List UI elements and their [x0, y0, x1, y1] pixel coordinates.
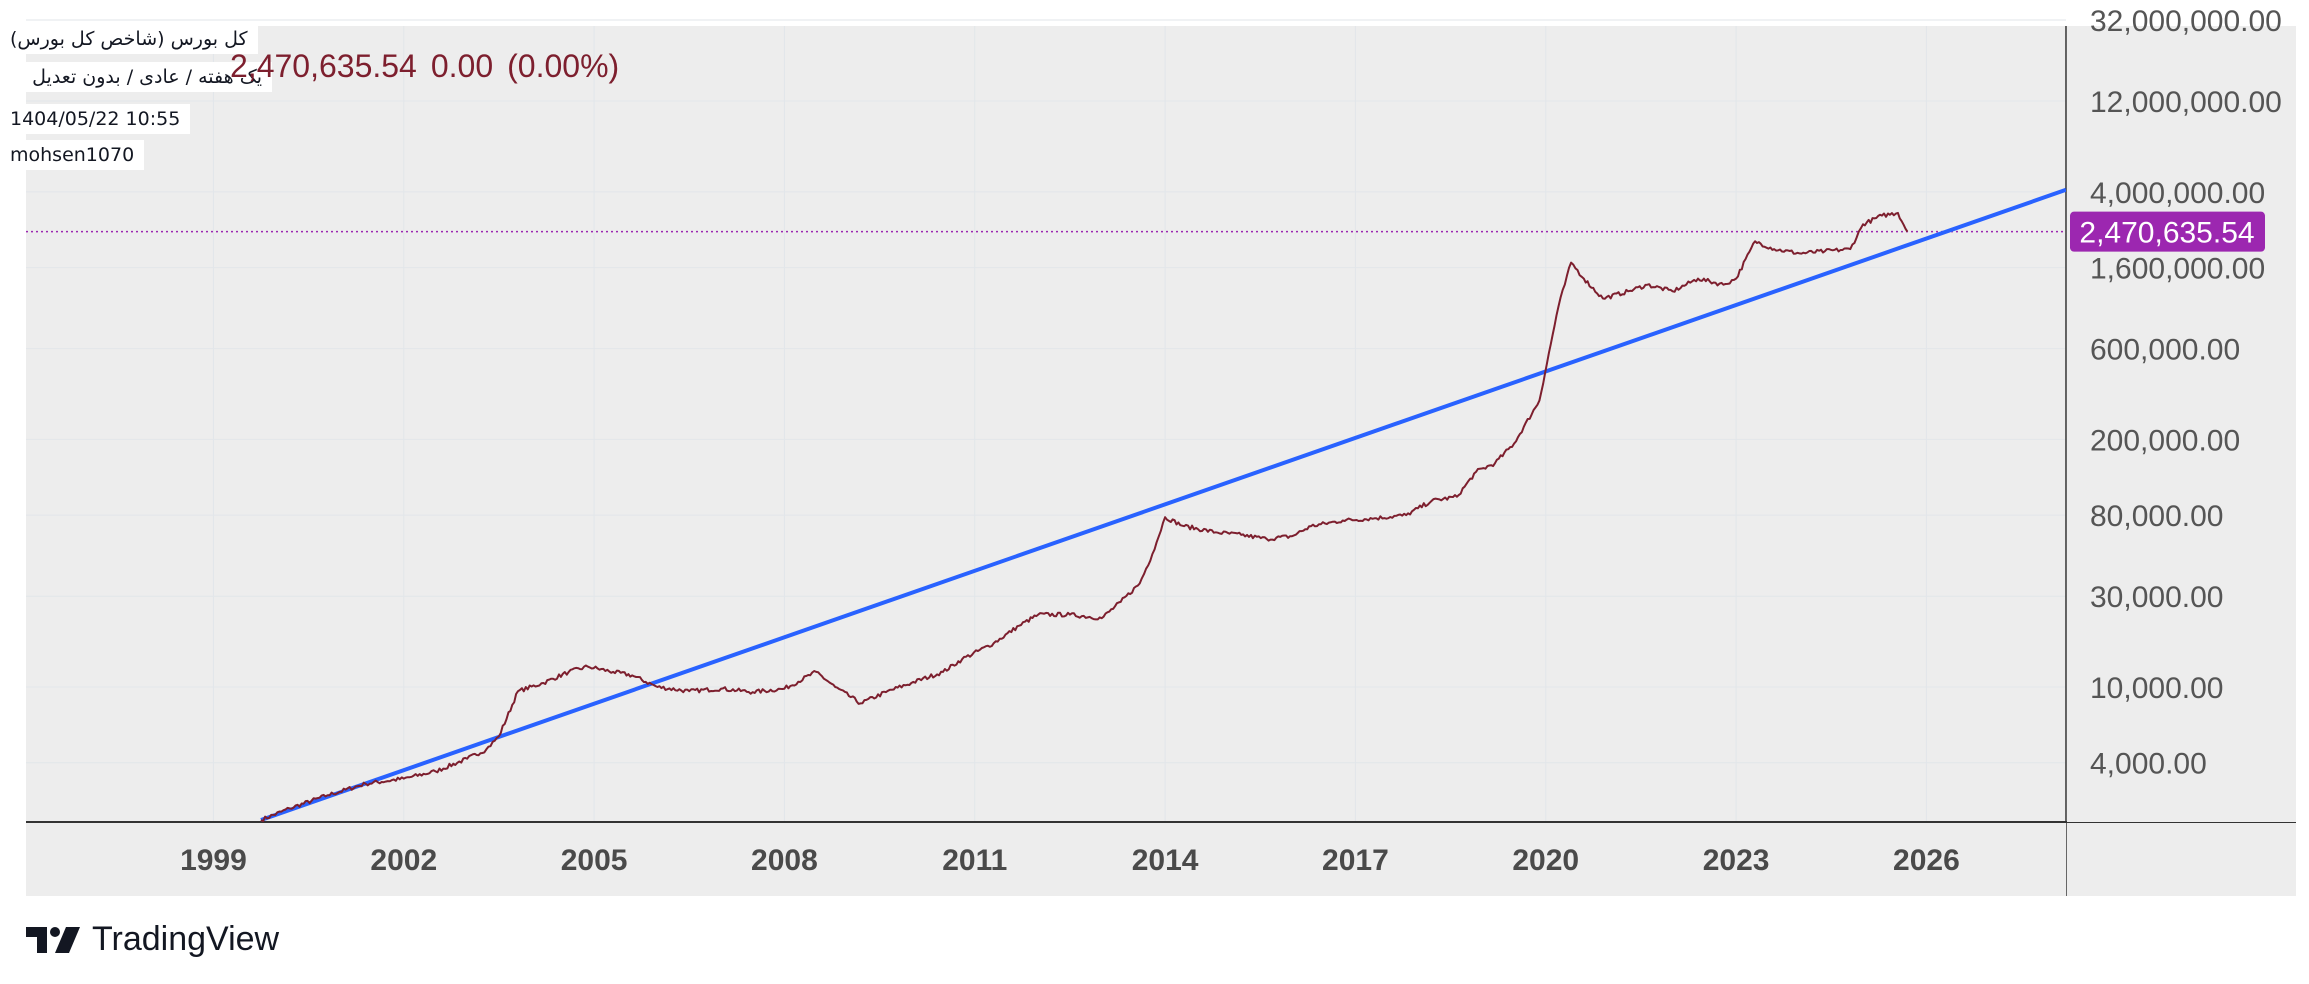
price-header: 2,470,635.54 0.00 (0.00%): [230, 48, 633, 85]
x-tick-label-0: 1999: [180, 844, 247, 877]
x-tick-label-7: 2020: [1512, 844, 1579, 877]
y-tick-label-0: 32,000,000.00: [2090, 5, 2282, 38]
trend-line[interactable]: [260, 187, 2066, 822]
last-price-label-bg: [2070, 211, 2265, 252]
y-tick-label-6: 80,000.00: [2090, 500, 2223, 533]
time-axis-panel[interactable]: [26, 823, 2066, 896]
datetime-label: 1404/05/22 10:55: [0, 104, 191, 134]
y-tick-label-7: 30,000.00: [2090, 581, 2223, 614]
y-tick-label-3: 1,600,000.00: [2090, 253, 2265, 286]
tradingview-logo-text: TradingView: [92, 920, 280, 958]
plot-area[interactable]: [26, 26, 2066, 822]
price-series-line[interactable]: [260, 211, 1909, 822]
last-price-label: 2,470,635.54: [2079, 217, 2254, 250]
tradingview-logo[interactable]: TradingView: [26, 920, 279, 959]
x-tick-label-5: 2014: [1132, 844, 1199, 877]
x-tick-label-9: 2026: [1893, 844, 1960, 877]
interval-label: یک هفته / عادی / بدون تعدیل: [0, 62, 272, 92]
symbol-title: کل بورس (شاخص کل بورس): [0, 24, 258, 54]
price-axis: 32,000,000.00 12,000,000.00 4,000,000.00 1,…: [2090, 5, 2282, 781]
tradingview-logo-icon: [26, 926, 80, 953]
last-price-value: 2,470,635.54: [230, 48, 417, 84]
y-tick-label-4: 600,000.00: [2090, 334, 2240, 367]
price-change-percent: (0.00%): [507, 48, 620, 84]
price-axis-panel[interactable]: [2067, 26, 2296, 822]
x-tick-label-6: 2017: [1322, 844, 1389, 877]
x-tick-label-8: 2023: [1703, 844, 1770, 877]
price-change: 0.00: [430, 48, 494, 84]
author-label: mohsen1070: [0, 140, 145, 170]
y-tick-label-2: 4,000,000.00: [2090, 177, 2265, 210]
y-tick-label-1: 12,000,000.00: [2090, 86, 2282, 119]
series-layer: [26, 187, 2066, 822]
x-tick-label-1: 2002: [370, 844, 437, 877]
time-axis: 1999 2002 2005 2008 2011 2014 2017 2020 2023 2026: [180, 844, 1960, 877]
corner-panel: [2067, 823, 2296, 896]
last-price-marker: 2,470,635.54: [2070, 211, 2265, 252]
x-tick-label-3: 2008: [751, 844, 818, 877]
y-tick-label-5: 200,000.00: [2090, 424, 2240, 457]
x-tick-label-4: 2011: [942, 844, 1007, 877]
y-tick-label-8: 10,000.00: [2090, 672, 2223, 705]
y-tick-label-9: 4,000.00: [2090, 748, 2207, 781]
x-tick-label-2: 2005: [561, 844, 628, 877]
